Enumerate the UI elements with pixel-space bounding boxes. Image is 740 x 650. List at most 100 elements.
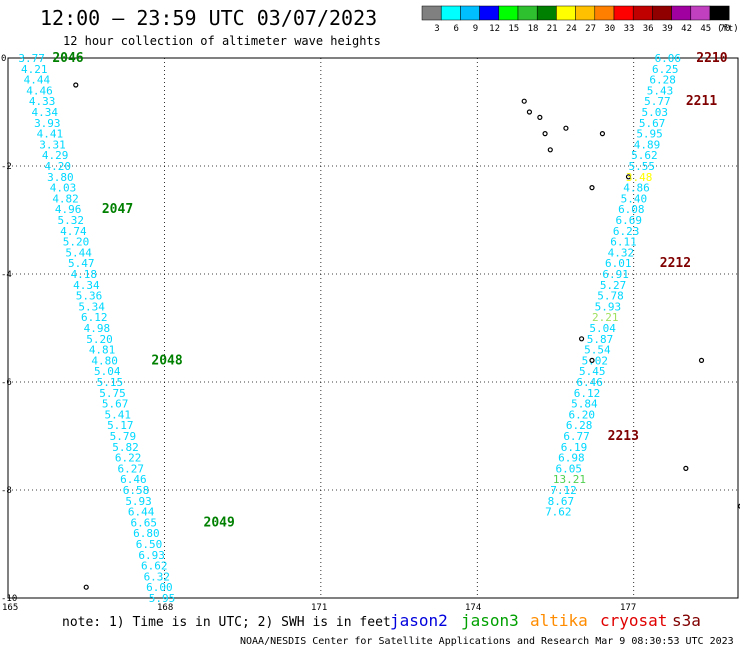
colorbar-label: 39 — [662, 24, 673, 34]
pass-time-label: 2213 — [608, 429, 639, 444]
swh-value-label: 5.55 — [629, 160, 656, 173]
swh-value-label: 6.20 — [569, 408, 596, 421]
pass-time-label: 2212 — [660, 256, 691, 271]
swh-value-label: 6.12 — [574, 387, 601, 400]
swh-value-label: 5.54 — [584, 344, 611, 357]
y-tick-label: -10 — [1, 594, 17, 604]
swh-value-label: 6.50 — [136, 538, 163, 551]
swh-value-label: 5.04 — [94, 365, 121, 378]
swh-value-label: 4.34 — [73, 279, 100, 292]
swh-value-label: 4.34 — [31, 106, 58, 119]
y-tick-label: -2 — [1, 162, 12, 172]
swh-value-label: 5.82 — [112, 441, 138, 454]
colorbar-label: 18 — [528, 24, 539, 34]
satellite-s3a: s3a — [672, 611, 701, 630]
island-mark — [683, 465, 689, 471]
colorbar-swatch — [460, 5, 480, 21]
chart-title: 12:00 — 23:59 UTC 03/07/2023 — [40, 6, 377, 30]
satellite-jason2: jason2 — [390, 611, 448, 630]
swh-value-label: 4.18 — [71, 268, 98, 281]
swh-value-label: 6.06 — [655, 52, 682, 65]
swh-value-label: 4.29 — [42, 149, 68, 162]
plot-frame — [7, 57, 739, 599]
colorbar-swatch — [632, 5, 653, 21]
swh-value-label: 2.21 — [592, 311, 619, 324]
satellite-jason3: jason3 — [461, 611, 519, 630]
swh-value-label: 6.98 — [558, 452, 585, 465]
swh-value-label: 6.65 — [131, 516, 158, 529]
x-tick-label: 174 — [465, 603, 481, 613]
swh-value-label: 5.36 — [76, 290, 103, 303]
swh-value-label: 4.89 — [634, 138, 661, 151]
colorbar-swatch — [479, 5, 500, 21]
swh-value-label: 5.20 — [63, 236, 90, 249]
colorbar-label: 45 — [700, 24, 711, 34]
swh-value-label: 3.93 — [34, 117, 61, 130]
colorbar-swatch — [652, 5, 672, 21]
swh-value-label: 5.02 — [582, 354, 609, 367]
y-tick-label: -4 — [1, 270, 12, 280]
island-mark — [83, 584, 89, 590]
swh-value-label: 5.20 — [86, 333, 113, 346]
colorbar-swatch — [536, 5, 557, 21]
swh-value-label: 6.91 — [602, 268, 629, 281]
swh-value-label: 5.79 — [110, 430, 137, 443]
swh-value-label: 7.12 — [550, 484, 577, 497]
swh-value-label: 4.21 — [21, 63, 47, 76]
swh-value-label: 5.34 — [78, 300, 105, 313]
swh-value-label: 5.77 — [644, 95, 671, 108]
swh-value-label: 3.77 — [18, 52, 45, 65]
time-marks: 2046 2047 2048 2049 2210 2211 2212 2213 — [52, 51, 727, 530]
grid-lines — [8, 58, 738, 598]
swh-value-label: 6.01 — [605, 257, 632, 270]
pass-time-label: 2049 — [204, 515, 235, 530]
swh-value-label: 6.23 — [613, 225, 640, 238]
swh-value-label: 6.28 — [649, 74, 676, 87]
swh-value-label: 4.98 — [84, 322, 111, 335]
island-mark — [589, 185, 595, 191]
colorbar-label: 42 — [681, 24, 692, 34]
swh-value-label: 6.22 — [115, 452, 141, 465]
swh-value-label: 5.75 — [99, 387, 126, 400]
island-mark — [698, 357, 705, 363]
swh-value-label: 6.25 — [652, 63, 679, 76]
swh-value-label: 5.40 — [621, 192, 648, 205]
colorbar-label: 12 — [489, 24, 500, 34]
swh-value-label: 6.12 — [81, 311, 108, 324]
island-mark — [521, 98, 527, 104]
swh-value-label: 4.32 — [608, 246, 635, 259]
colorbar-label: 33 — [624, 24, 635, 34]
swh-value-label: 6.27 — [118, 462, 145, 475]
colorbar-swatch — [575, 5, 596, 21]
colorbar-label: 21 — [547, 24, 558, 34]
island-mark — [563, 125, 569, 131]
footer-note: note: 1) Time is in UTC; 2) SWH is in fe… — [62, 615, 391, 630]
colorbar-label: 30 — [604, 24, 615, 34]
swh-value-label: 4.03 — [50, 182, 77, 195]
swh-value-label: 6.93 — [138, 549, 165, 562]
colorbar-swatch — [709, 5, 730, 21]
island-mark — [526, 109, 533, 115]
colorbar-swatch — [421, 5, 442, 21]
y-tick-label: -6 — [1, 378, 12, 388]
x-tick-label: 177 — [620, 603, 636, 613]
swh-value-label: 5.47 — [68, 257, 95, 270]
swh-value-label: 6.05 — [556, 462, 583, 475]
swh-value-label: 5.15 — [97, 376, 124, 389]
swh-value-label: 3.48 — [626, 171, 653, 184]
colorbar-legend: 3 6 9 12 15 18 21 24 27 30 33 36 39 42 45 70(ft) — [421, 5, 739, 34]
swh-value-label: 4.74 — [60, 225, 87, 238]
swh-value-label: 4.33 — [29, 95, 56, 108]
colorbar-swatch — [671, 5, 692, 21]
swh-value-label: 6.08 — [618, 203, 645, 216]
x-tick-label: 165 — [2, 603, 18, 613]
swh-value-label: 4.44 — [24, 74, 51, 87]
colorbar-label: 15 — [508, 24, 519, 34]
swh-value-label: 4.96 — [55, 203, 82, 216]
swh-value-label: 6.19 — [561, 441, 588, 454]
swh-value-label: 6.44 — [128, 506, 155, 519]
swh-value-label: 4.46 — [26, 84, 53, 97]
swh-value-label: 5.41 — [104, 408, 131, 421]
swh-value-label: 6.28 — [566, 419, 593, 432]
swh-value-label: 5.04 — [589, 322, 616, 335]
